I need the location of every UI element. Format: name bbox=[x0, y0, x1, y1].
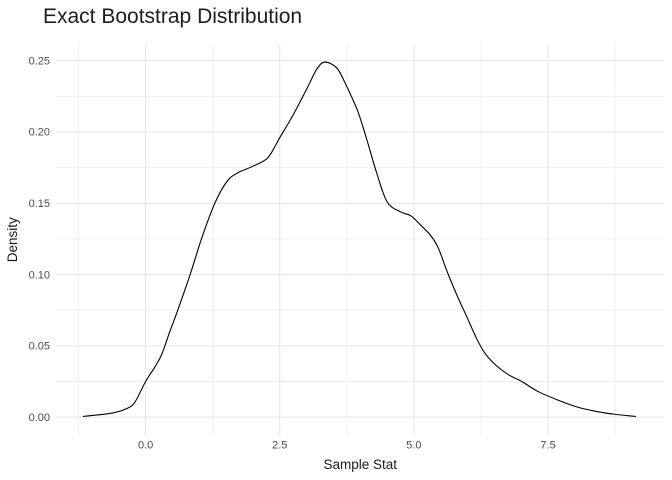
y-tick-label: 0.15 bbox=[29, 198, 50, 210]
y-tick-label: 0.10 bbox=[29, 269, 50, 281]
x-tick-label: 0.0 bbox=[138, 440, 153, 452]
y-tick-label: 0.00 bbox=[29, 412, 50, 424]
gridlines-minor bbox=[56, 45, 665, 435]
x-axis-title: Sample Stat bbox=[323, 457, 397, 472]
x-tick-label: 2.5 bbox=[272, 440, 287, 452]
y-tick-labels: 0.00 0.05 0.10 0.15 0.20 0.25 bbox=[29, 55, 50, 423]
x-tick-labels: 0.0 2.5 5.0 7.5 bbox=[138, 440, 556, 452]
x-tick-label: 7.5 bbox=[540, 440, 555, 452]
gridlines-major bbox=[56, 45, 665, 435]
y-tick-label: 0.25 bbox=[29, 55, 50, 67]
y-tick-label: 0.20 bbox=[29, 127, 50, 139]
density-curve bbox=[82, 61, 637, 417]
y-tick-label: 0.05 bbox=[29, 341, 50, 353]
plot-title: Exact Bootstrap Distribution bbox=[43, 5, 303, 28]
x-tick-label: 5.0 bbox=[406, 440, 421, 452]
y-axis-title: Density bbox=[5, 217, 20, 262]
